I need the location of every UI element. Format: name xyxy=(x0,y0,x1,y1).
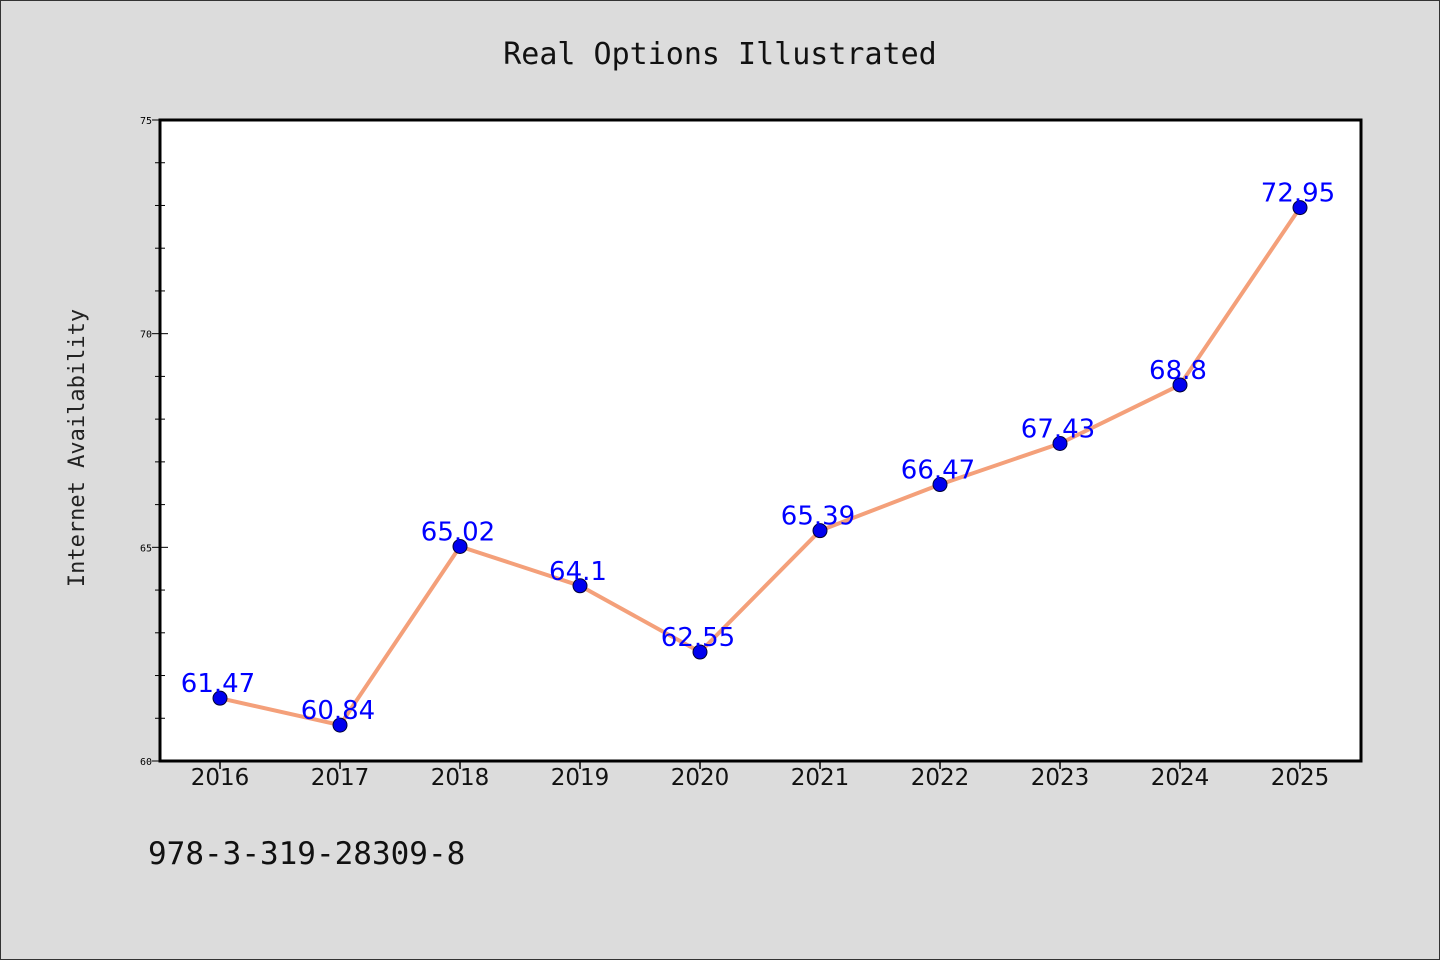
data-point xyxy=(572,578,588,594)
data-point xyxy=(1172,377,1188,393)
x-tick-label: 2023 xyxy=(1031,765,1090,791)
data-label: 61.47 xyxy=(181,669,255,699)
data-point xyxy=(1292,200,1308,216)
x-tick-label: 2024 xyxy=(1151,765,1210,791)
x-tick-label: 2019 xyxy=(551,765,610,791)
data-label: 60.84 xyxy=(301,696,375,726)
data-point xyxy=(452,538,468,554)
data-point xyxy=(812,523,828,539)
series-line xyxy=(218,205,1302,728)
plot-area xyxy=(158,118,1363,763)
x-tick-label: 2022 xyxy=(911,765,970,791)
x-axis-ticks: 2016 2017 2018 2019 2020 2021 2022 2023 2024 2025 xyxy=(191,761,1330,791)
data-label: 65.02 xyxy=(421,517,495,547)
y-tick-label: 75 xyxy=(140,116,152,127)
data-point xyxy=(932,477,948,493)
x-tick-label: 2016 xyxy=(191,765,250,791)
x-tick-label: 2025 xyxy=(1271,765,1330,791)
x-tick-label: 2021 xyxy=(791,765,850,791)
y-tick-label: 70 xyxy=(140,330,152,341)
y-tick-label: 65 xyxy=(140,543,152,554)
x-tick-label: 2018 xyxy=(431,765,490,791)
data-point xyxy=(1052,435,1068,451)
data-label: 67.43 xyxy=(1021,414,1095,444)
isbn-footer: 978-3-319-28309-8 xyxy=(148,836,465,872)
data-label: 72.95 xyxy=(1261,179,1335,209)
data-point xyxy=(692,644,708,660)
chart-title: Real Options Illustrated xyxy=(503,37,936,72)
y-tick-label: 60 xyxy=(140,757,152,768)
data-label: 68.8 xyxy=(1149,356,1207,386)
data-point xyxy=(332,717,348,733)
y-axis-label: Internet Availability xyxy=(65,309,90,587)
y-axis-ticks: 60 65 70 75 xyxy=(140,116,168,768)
data-label: 66.47 xyxy=(901,456,975,486)
data-point xyxy=(212,690,228,706)
x-tick-label: 2017 xyxy=(311,765,370,791)
data-label: 62.55 xyxy=(661,623,735,653)
data-points xyxy=(212,200,1308,733)
x-tick-label: 2020 xyxy=(671,765,730,791)
data-label: 65.39 xyxy=(781,502,855,532)
series-line-group xyxy=(218,205,1302,728)
data-label: 64.1 xyxy=(549,557,607,587)
data-labels: 61.47 60.84 65.02 64.1 62.55 65.39 66.47 67.43 6… xyxy=(181,179,1335,727)
